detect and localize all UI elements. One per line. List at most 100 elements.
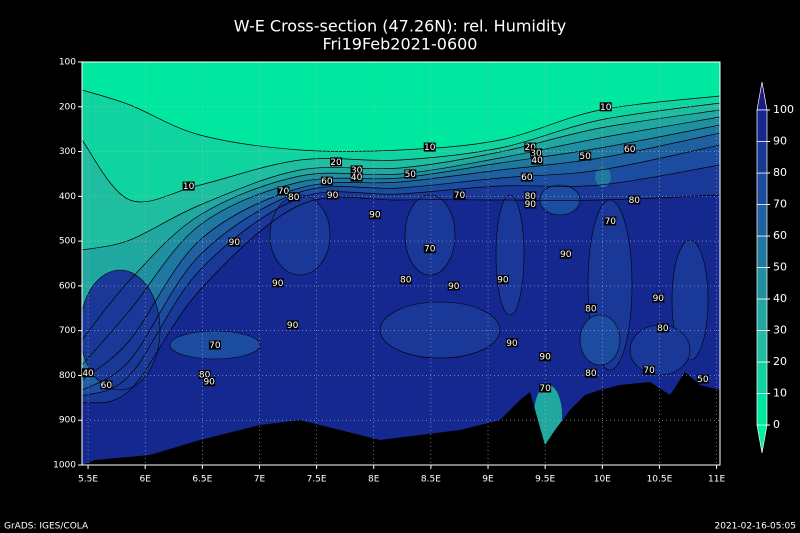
- colorbar-box: [756, 172, 768, 205]
- contour-label-box: [623, 144, 636, 154]
- chart-title: W-E Cross-section (47.26N): rel. Humidit…: [234, 17, 566, 36]
- colorbar-label: 50: [773, 261, 787, 274]
- field: [82, 62, 720, 465]
- band: [379, 301, 501, 359]
- plot-frame: [81, 61, 721, 466]
- contour-label: 70: [278, 187, 290, 197]
- contour-label: 80: [629, 196, 641, 206]
- contour-label: 90: [506, 339, 518, 349]
- contour-label: 90: [272, 279, 284, 289]
- x-tick-label: 10.5E: [647, 475, 673, 485]
- contour-label-box: [320, 176, 333, 186]
- y-tick-label: 100: [59, 58, 76, 68]
- contour-label-box: [524, 191, 537, 201]
- contour-line: [82, 164, 720, 397]
- x-tick-label: 5.5E: [78, 475, 98, 485]
- contour-label-box: [100, 380, 113, 390]
- overlay: 5.5E 6E 6.5E 7E 7.5E 8E 8.5E 9E 9.5E 10E 10.5E 11E 1…: [53, 58, 794, 485]
- contour-label: 20: [330, 158, 342, 168]
- y-tick-label: 900: [59, 416, 76, 426]
- footer-right: 2021-02-16-05:05: [715, 522, 797, 532]
- contour-label: 70: [424, 245, 436, 255]
- contour-label: 60: [321, 177, 333, 187]
- colorbar-box: [756, 330, 768, 363]
- contour-label-box: [559, 249, 572, 259]
- colorbar-triangle: [756, 424, 768, 454]
- colorbar-label: 60: [773, 229, 787, 242]
- colorbar-label: 90: [773, 135, 787, 148]
- contour-label: 50: [405, 170, 417, 180]
- contour-label-box: [423, 244, 436, 254]
- colorbar-box: [756, 298, 768, 331]
- contour-label-box: [539, 352, 552, 362]
- contour-label-box: [82, 368, 95, 378]
- contour-label: 40: [351, 173, 363, 183]
- contour-label-box: [524, 199, 537, 209]
- contour-label-box: [399, 275, 412, 285]
- y-tick-label: 400: [59, 192, 76, 202]
- contour-label-box: [368, 210, 381, 220]
- contour-label: 10: [600, 103, 612, 113]
- contour-label: 80: [400, 276, 412, 286]
- contour-label-box: [584, 303, 597, 313]
- contour-label-box: [531, 155, 544, 165]
- contour-label: 90: [525, 200, 537, 210]
- colorbar-label: 40: [773, 292, 787, 305]
- y-tick-label: 800: [59, 371, 76, 381]
- colorbar-label: 10: [773, 387, 787, 400]
- contour-label-box: [496, 275, 509, 285]
- contour-label-box: [286, 320, 299, 330]
- contour-label: 90: [560, 250, 572, 260]
- contour-line: [82, 132, 720, 381]
- colorbar-label: 80: [773, 166, 787, 179]
- contour-label: 70: [605, 217, 617, 227]
- contour-label: 60: [521, 173, 533, 183]
- contour-label-box: [287, 192, 300, 202]
- contour-label-box: [539, 383, 552, 393]
- band: [82, 269, 161, 391]
- contour-label: 50: [697, 375, 709, 385]
- contour-label-box: [208, 340, 221, 350]
- x-tick-label: 8E: [368, 475, 380, 485]
- contour-label: 70: [539, 384, 551, 394]
- contour-label: 10: [424, 143, 436, 153]
- contour-label: 40: [82, 369, 94, 379]
- colorbar-label: 100: [773, 103, 794, 116]
- contour-label-box: [652, 293, 665, 303]
- contour-label: 60: [624, 145, 636, 155]
- contour-label-box: [203, 377, 216, 387]
- band: [579, 314, 621, 366]
- contour-line: [82, 144, 720, 391]
- contour-label: 70: [454, 191, 466, 201]
- contour-label-box: [404, 169, 417, 179]
- contour-label: 80: [585, 304, 597, 314]
- contour-label: 30: [351, 166, 363, 176]
- contour-label: 70: [643, 366, 655, 376]
- contour-label-box: [423, 142, 436, 152]
- contour-label: 80: [657, 324, 669, 334]
- band: [269, 194, 331, 276]
- x-tick-label: 7.5E: [307, 475, 327, 485]
- colorbar-box: [756, 267, 768, 300]
- contour-label: 80: [525, 192, 537, 202]
- contour-label: 50: [579, 152, 591, 162]
- x-tick-label: 6.5E: [192, 475, 212, 485]
- contour-label-box: [228, 237, 241, 247]
- contour-label: 20: [525, 143, 537, 153]
- contour-label: 90: [448, 282, 460, 292]
- band: [671, 239, 709, 361]
- colorbar-triangle: [756, 81, 768, 111]
- colorbar-box: [756, 109, 768, 142]
- contour-label: 80: [585, 369, 597, 379]
- contour-label-box: [277, 186, 290, 196]
- x-tick-label: 11E: [708, 475, 725, 485]
- colorbar-label: 20: [773, 355, 787, 368]
- contour-line: [82, 116, 720, 341]
- y-tick-label: 1000: [53, 461, 76, 471]
- footer-left: GrADS: IGES/COLA: [4, 522, 89, 532]
- contour-label: 80: [288, 193, 300, 203]
- contour-label-box: [643, 365, 656, 375]
- colorbar-box: [756, 361, 768, 394]
- colorbar-label: 30: [773, 324, 787, 337]
- y-tick-label: 700: [59, 326, 76, 336]
